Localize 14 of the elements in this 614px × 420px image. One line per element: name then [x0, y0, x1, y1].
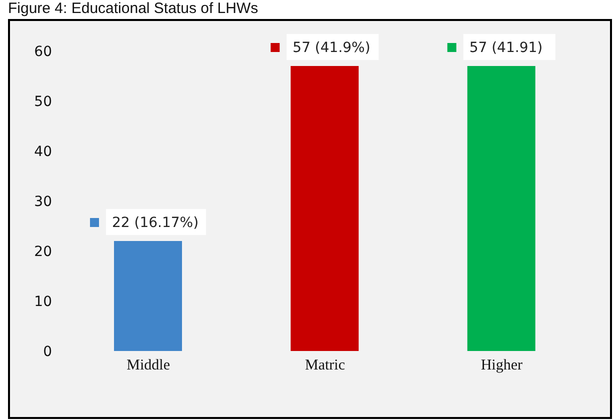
- y-tick-label: 50: [34, 94, 52, 110]
- data-label: 22 (16.17%): [112, 215, 199, 231]
- data-label: 57 (41.9%): [292, 40, 370, 56]
- y-tick-label: 60: [34, 44, 52, 60]
- data-label: 57 (41.91): [469, 40, 543, 56]
- y-tick-label: 0: [43, 344, 52, 360]
- x-tick-label: Higher: [480, 358, 522, 374]
- x-tick-label: Middle: [126, 358, 170, 374]
- y-tick-label: 10: [34, 294, 52, 310]
- y-tick-label: 30: [34, 194, 52, 210]
- y-tick-label: 20: [34, 244, 52, 260]
- chart-title: Figure 4: Educational Status of LHWs: [8, 0, 258, 17]
- y-tick-label: 40: [34, 144, 52, 160]
- x-tick-label: Matric: [305, 358, 346, 374]
